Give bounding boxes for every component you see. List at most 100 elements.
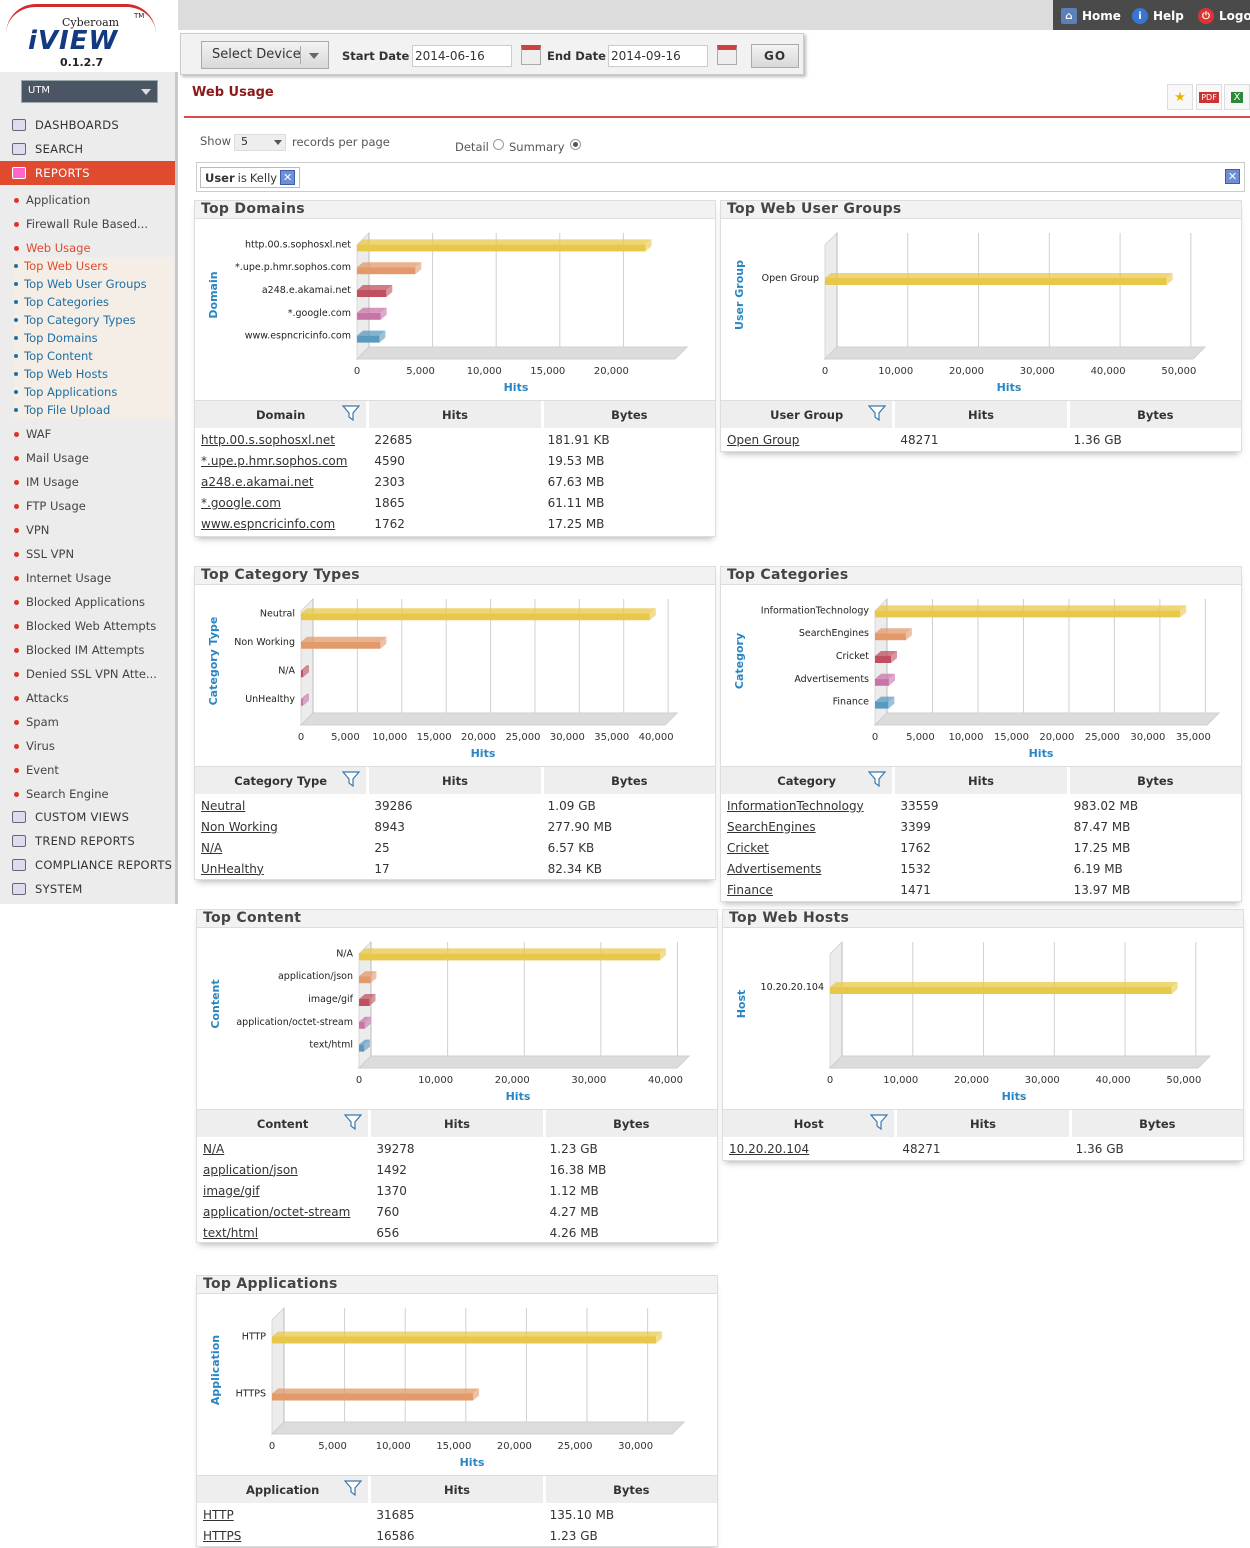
sidebar-subitem-top-content[interactable]: Top Content [14,347,174,365]
calendar-icon[interactable] [717,45,737,65]
sidebar-item-attacks[interactable]: Attacks [0,686,175,710]
sidebar-subitem-top-domains[interactable]: Top Domains [14,329,174,347]
sidebar-item-search-engine[interactable]: Search Engine [0,782,175,806]
column-header[interactable]: Hits [371,1476,546,1503]
filter-funnel-icon[interactable] [344,1480,363,1496]
filter-funnel-icon[interactable] [868,771,887,787]
column-header[interactable]: Hits [371,1110,546,1137]
row-link[interactable]: Cricket [727,840,769,855]
sidebar-subitem-top-file-upload[interactable]: Top File Upload [14,401,174,419]
sidebar-item-vpn[interactable]: VPN [0,518,175,542]
detail-radio[interactable] [493,139,504,150]
row-link[interactable]: a248.e.akamai.net [201,474,314,489]
sidebar-item-web-usage[interactable]: Web Usage [0,236,175,260]
row-link[interactable]: Advertisements [727,861,822,876]
records-per-page-select[interactable]: 5 [234,134,286,151]
column-header[interactable]: Bytes [544,401,715,428]
calendar-icon[interactable] [521,45,541,65]
row-link[interactable]: http.00.s.sophosxl.net [201,432,335,447]
row-link[interactable]: UnHealthy [201,861,264,876]
home-link[interactable]: ⌂ Home [1061,8,1121,24]
sidebar-item-waf[interactable]: WAF [0,422,175,446]
sidebar-item-event[interactable]: Event [0,758,175,782]
select-device-dropdown[interactable]: Select Device [201,41,329,69]
sidebar-item-search[interactable]: SEARCH [0,137,175,161]
close-icon[interactable]: ✕ [280,170,296,185]
sidebar-item-im-usage[interactable]: IM Usage [0,470,175,494]
filter-funnel-icon[interactable] [342,771,361,787]
sidebar-item-denied-ssl-vpn-atte[interactable]: Denied SSL VPN Atte... [0,662,175,686]
cyberoam-iview-logo[interactable]: Cyberoam TM iVIEW 0.1.2.7 [0,0,178,72]
row-link[interactable]: application/json [203,1162,298,1177]
filter-funnel-icon[interactable] [870,1114,889,1130]
column-header[interactable]: Hits [895,401,1070,428]
column-header[interactable]: Hits [897,1110,1072,1137]
sidebar-item-internet-usage[interactable]: Internet Usage [0,566,175,590]
device-type-select[interactable]: UTM [21,80,158,103]
row-link[interactable]: Neutral [201,798,246,813]
row-link[interactable]: InformationTechnology [727,798,864,813]
sidebar-item-mail-usage[interactable]: Mail Usage [0,446,175,470]
column-header[interactable]: Content [197,1110,372,1137]
column-header[interactable]: Bytes [1072,1110,1243,1137]
row-link[interactable]: Finance [727,882,773,897]
sidebar-item-custom-views[interactable]: CUSTOM VIEWS [0,805,175,829]
sidebar-item-firewall-rule-based[interactable]: Firewall Rule Based... [0,212,175,236]
column-header[interactable]: User Group [721,401,896,428]
sidebar-item-system[interactable]: SYSTEM [0,877,175,901]
sidebar-item-blocked-applications[interactable]: Blocked Applications [0,590,175,614]
column-header[interactable]: Category [721,767,896,794]
end-date-input[interactable]: 2014-09-16 [608,45,708,67]
sidebar-subitem-top-categories[interactable]: Top Categories [14,293,174,311]
column-header[interactable]: Bytes [544,767,715,794]
filter-funnel-icon[interactable] [342,405,361,421]
column-header[interactable]: Bytes [546,1110,717,1137]
clear-filters-icon[interactable]: ✕ [1225,169,1240,184]
column-header[interactable]: Bytes [1070,767,1241,794]
sidebar-item-reports[interactable]: REPORTS [0,161,175,185]
logout-link[interactable]: ⏻ Logo [1198,8,1250,24]
filter-chip[interactable]: User is Kelly ✕ [200,167,301,188]
row-link[interactable]: HTTP [203,1507,234,1522]
row-link[interactable]: SearchEngines [727,819,816,834]
column-header[interactable]: Category Type [195,767,370,794]
sidebar-item-compliance-reports[interactable]: COMPLIANCE REPORTS [0,853,175,877]
sidebar-item-ssl-vpn[interactable]: SSL VPN [0,542,175,566]
column-header[interactable]: Bytes [1070,401,1241,428]
filter-funnel-icon[interactable] [868,405,887,421]
sidebar-item-blocked-web-attempts[interactable]: Blocked Web Attempts [0,614,175,638]
row-link[interactable]: image/gif [203,1183,260,1198]
column-header[interactable]: Host [723,1110,898,1137]
start-date-input[interactable]: 2014-06-16 [412,45,512,67]
excel-export-icon[interactable]: X [1224,84,1250,110]
column-header[interactable]: Bytes [546,1476,717,1503]
column-header[interactable]: Application [197,1476,372,1503]
sidebar-item-blocked-im-attempts[interactable]: Blocked IM Attempts [0,638,175,662]
sidebar-item-dashboards[interactable]: DASHBOARDS [0,113,175,137]
help-link[interactable]: i Help [1132,8,1184,24]
sidebar-subitem-top-category-types[interactable]: Top Category Types [14,311,174,329]
sidebar-item-trend-reports[interactable]: TREND REPORTS [0,829,175,853]
column-header[interactable]: Hits [369,401,544,428]
bookmark-star-icon[interactable]: ★ [1167,84,1193,110]
column-header[interactable]: Hits [369,767,544,794]
pdf-export-icon[interactable]: PDF [1196,84,1222,110]
sidebar-item-spam[interactable]: Spam [0,710,175,734]
row-link[interactable]: *.google.com [201,495,281,510]
sidebar-item-virus[interactable]: Virus [0,734,175,758]
row-link[interactable]: HTTPS [203,1528,242,1543]
row-link[interactable]: application/octet-stream [203,1204,351,1219]
row-link[interactable]: text/html [203,1225,259,1240]
sidebar-item-ftp-usage[interactable]: FTP Usage [0,494,175,518]
row-link[interactable]: Open Group [727,432,800,447]
sidebar-subitem-top-web-hosts[interactable]: Top Web Hosts [14,365,174,383]
row-link[interactable]: *.upe.p.hmr.sophos.com [201,453,348,468]
row-link[interactable]: Non Working [201,819,278,834]
column-header[interactable]: Hits [895,767,1070,794]
row-link[interactable]: N/A [201,840,223,855]
sidebar-subitem-top-web-users[interactable]: Top Web Users [14,257,174,275]
sidebar-subitem-top-web-user-groups[interactable]: Top Web User Groups [14,275,174,293]
row-link[interactable]: 10.20.20.104 [729,1141,810,1156]
summary-radio[interactable] [570,139,581,150]
row-link[interactable]: N/A [203,1141,225,1156]
